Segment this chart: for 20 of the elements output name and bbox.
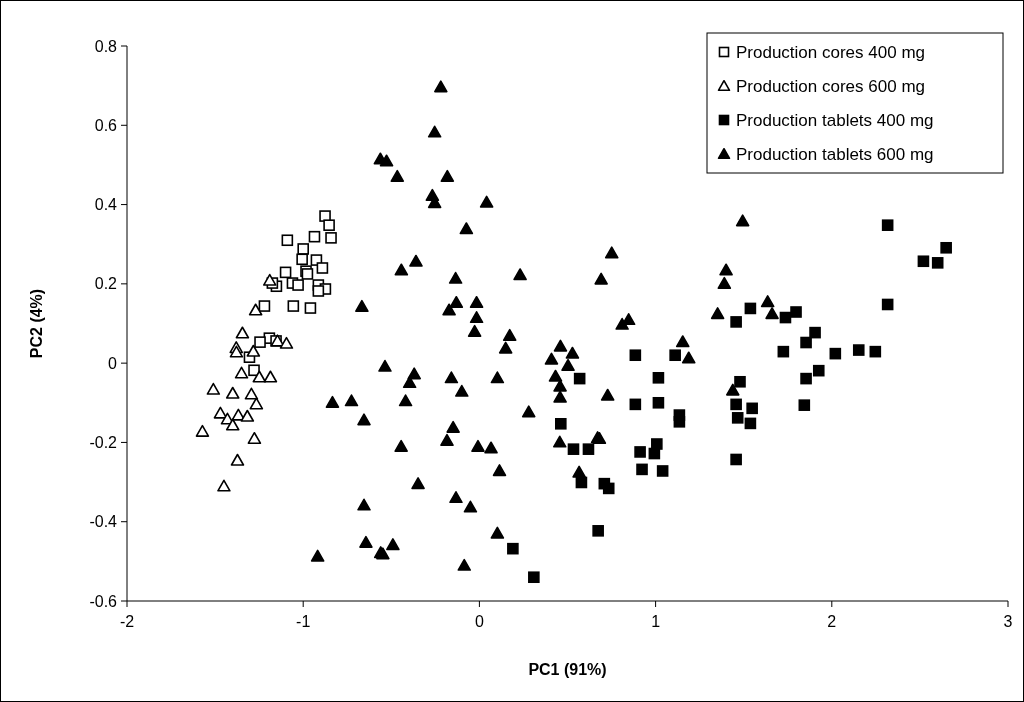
x-tick-label: 0 xyxy=(474,613,484,630)
x-tick-label: -1 xyxy=(296,613,311,630)
legend-label: Production tablets 600 mg xyxy=(736,144,934,164)
legend-label: Production tablets 400 mg xyxy=(736,110,934,130)
legend-label: Production cores 600 mg xyxy=(736,76,925,96)
y-tick-label: -0.2 xyxy=(89,434,118,452)
legend-label: Production cores 400 mg xyxy=(736,42,925,62)
x-tick-label: 2 xyxy=(827,613,837,630)
y-tick-label: -0.6 xyxy=(89,592,118,610)
y-tick-label: 0.2 xyxy=(94,275,118,293)
x-axis-title: PC1 (91%) xyxy=(528,661,607,678)
y-tick-label: -0.4 xyxy=(89,513,118,531)
y-tick-label: 0.8 xyxy=(94,37,118,55)
x-tick-label: 1 xyxy=(651,613,661,630)
y-tick-label: 0 xyxy=(108,354,118,372)
y-tick-label: 0.4 xyxy=(94,196,118,214)
y-tick-label: 0.6 xyxy=(94,116,118,134)
x-tick-label: 3 xyxy=(1003,613,1013,630)
x-tick-label: -2 xyxy=(119,613,135,630)
y-axis-title: PC2 (4%) xyxy=(28,288,45,359)
